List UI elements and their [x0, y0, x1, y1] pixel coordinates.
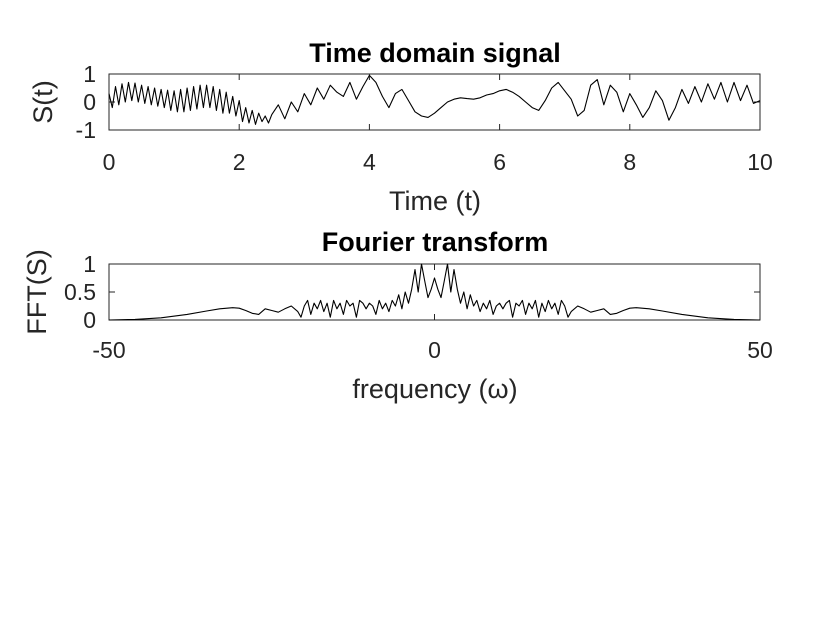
fourier-xtick-label: 0	[428, 337, 441, 363]
time-domain-ytick-label: 1	[83, 61, 96, 87]
fourier-ytick-label: 1	[83, 251, 96, 277]
time-domain-xtick-label: 4	[363, 149, 376, 175]
time-domain-xtick-label: 10	[747, 149, 773, 175]
fourier-xlabel: frequency (ω)	[352, 374, 517, 404]
time-domain-ytick-label: -1	[76, 117, 96, 143]
time-domain-xtick-label: 8	[623, 149, 636, 175]
fourier-xtick-label: -50	[92, 337, 125, 363]
time-domain-ticks: 0 2 4 6 8 10-101	[76, 61, 773, 175]
fourier-title: Fourier transform	[322, 227, 549, 257]
fourier-ytick-label: 0	[83, 307, 96, 333]
time-domain-xtick-label: 0	[103, 149, 116, 175]
time-domain-ylabel: S(t)	[28, 80, 58, 124]
time-domain-xlabel: Time (t)	[389, 186, 481, 216]
time-domain-xtick-label: 6	[493, 149, 506, 175]
fourier-ytick-label: 0.5	[64, 279, 96, 305]
fourier-ylabel: FFT(S)	[22, 249, 52, 334]
time-domain-axes: Time domain signal 0 2 4 6 8 10-101 Time (t) …	[28, 38, 773, 216]
fourier-series-line	[108, 263, 761, 321]
fourier-plot-frame	[108, 263, 761, 321]
time-domain-xtick-label: 2	[233, 149, 246, 175]
fourier-xtick-label: 50	[747, 337, 773, 363]
time-domain-ytick-label: 0	[83, 89, 96, 115]
time-domain-title: Time domain signal	[309, 38, 561, 68]
time-domain-series-line	[108, 74, 761, 125]
